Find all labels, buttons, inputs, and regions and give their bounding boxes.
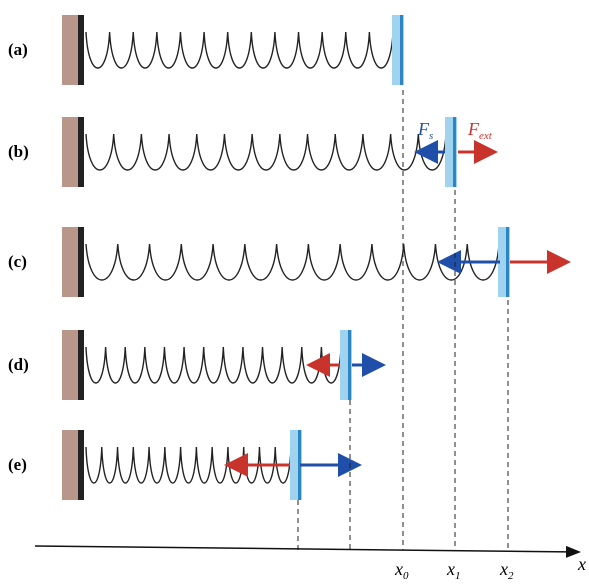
- block-edge: [348, 330, 351, 400]
- spring: [85, 133, 447, 171]
- axis-ticks: x0 x1 x2: [394, 559, 514, 582]
- wall-edge: [78, 15, 84, 85]
- symbol: F: [467, 119, 480, 139]
- wall-edge: [78, 330, 84, 400]
- symbol: x: [499, 559, 508, 579]
- wall-edge: [78, 430, 84, 500]
- row: (c): [8, 227, 571, 297]
- tick-label: x2: [499, 559, 514, 582]
- symbol: x: [394, 559, 403, 579]
- subscript: ext: [479, 130, 493, 142]
- symbol: F: [417, 119, 430, 139]
- block-edge: [506, 227, 509, 297]
- force-labels: Fs Fext: [417, 119, 493, 142]
- row-label: (d): [8, 355, 29, 374]
- row: (a): [8, 15, 404, 85]
- wall-edge: [78, 117, 84, 187]
- rows: (a) (b) (c) (d) (e): [8, 15, 571, 550]
- wall-edge: [78, 227, 84, 297]
- spring: [85, 31, 394, 69]
- tick-label: x0: [394, 559, 409, 582]
- external-force-label: Fext: [467, 119, 493, 142]
- row: (d): [8, 330, 386, 400]
- subscript: 1: [455, 570, 461, 582]
- x-axis: [34, 545, 581, 558]
- row-label: (e): [8, 455, 27, 474]
- row-label: (b): [8, 142, 29, 161]
- row-label: (a): [8, 40, 28, 59]
- row: (e): [8, 430, 362, 500]
- subscript: 0: [403, 570, 409, 582]
- spring: [85, 446, 292, 484]
- subscript: s: [429, 130, 433, 142]
- tick-label: x1: [446, 559, 461, 582]
- subscript: 2: [508, 570, 514, 582]
- row-label: (c): [8, 252, 27, 271]
- spring-force-label: Fs: [417, 119, 433, 142]
- spring: [85, 243, 500, 281]
- block-edge: [400, 15, 403, 85]
- block-edge: [453, 117, 456, 187]
- symbol: x: [446, 559, 455, 579]
- spring: [85, 346, 342, 384]
- axis-label: x: [577, 554, 586, 574]
- block-edge: [298, 430, 301, 500]
- row: (b): [8, 117, 498, 187]
